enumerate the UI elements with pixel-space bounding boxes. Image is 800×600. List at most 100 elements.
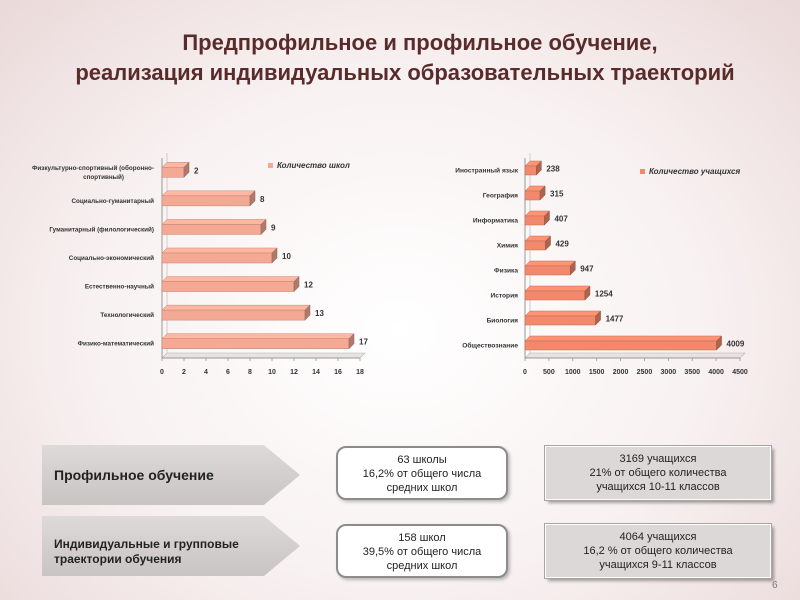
profile-schools-line-3: средних школ	[386, 482, 458, 494]
bar	[524, 190, 541, 201]
individual-trajectory-label-line-1: Индивидуальные и групповые	[54, 537, 239, 551]
x-tick-label: 1500	[589, 369, 605, 376]
bar-value-label: 1254	[595, 290, 613, 299]
bar-side-face	[183, 161, 190, 178]
profile-training-label: Профильное обучение	[54, 467, 214, 483]
category-label-part: Гуманитарный (филологический)	[49, 225, 154, 233]
bar	[161, 167, 185, 178]
x-tick-label: 4500	[732, 369, 748, 376]
category-label: Химия	[497, 243, 518, 250]
profile-students-box: 3169 учащихся 21% от общего количества у…	[544, 445, 772, 501]
x-tick-label: 0	[160, 369, 164, 376]
category-label: Физкультурно-спортивный (оборонно-спорти…	[32, 164, 154, 181]
bar-value-label: 315	[550, 190, 564, 199]
bar-value-label: 4009	[727, 340, 745, 349]
bar-side-face	[545, 235, 551, 251]
individual-students-line-3: учащихся 9-11 классов	[599, 559, 717, 571]
bar-side-face	[544, 210, 550, 226]
bar	[524, 290, 586, 301]
bar	[161, 281, 295, 292]
x-tick-label: 4	[204, 369, 208, 376]
bar-top-face	[161, 276, 300, 282]
x-tick-label: 2500	[637, 369, 653, 376]
x-tick-label: 0	[523, 369, 527, 376]
profile-students-line-3: учащихся 10-11 классов	[596, 481, 720, 493]
bar	[161, 224, 262, 235]
individual-trajectory-arrow	[42, 516, 300, 576]
category-label-part: Информатика	[473, 218, 518, 225]
legend-label: Количество учащихся	[649, 167, 741, 176]
bar-value-label: 10	[282, 252, 291, 261]
category-label: Гуманитарный (филологический)	[49, 225, 154, 233]
individual-students-box: 4064 учащихся 16,2 % от общего количеств…	[544, 523, 772, 579]
individual-schools-box: 158 школ 39,5% от общего числа средних ш…	[336, 524, 508, 578]
x-tick-label: 4000	[708, 369, 724, 376]
individual-schools-line-3: средних школ	[386, 560, 458, 572]
bar	[524, 240, 546, 251]
individual-schools-line-2: 39,5% от общего числа	[362, 546, 482, 558]
bar-side-face	[536, 160, 542, 176]
bar-side-face	[716, 335, 722, 351]
x-tick-label: 2000	[613, 369, 629, 376]
category-label-part: Технологический	[100, 311, 154, 319]
category-label: Обществознание	[462, 342, 518, 350]
schools-bar-chart: 0 2 4 6 8 10 12 14 16 18 2 Физкультурно-спортивный …	[32, 153, 368, 376]
x-tick-label: 16	[334, 369, 342, 376]
page-number: 6	[772, 580, 778, 591]
category-label: Иностранный язык	[455, 167, 518, 175]
x-tick-label: 3000	[661, 369, 677, 376]
bar	[524, 215, 545, 226]
individual-trajectory-label-line-2: траектории обучения	[54, 552, 182, 566]
profile-schools-line-1: 63 школы	[397, 454, 447, 466]
category-label: Технологический	[100, 311, 154, 319]
bar	[161, 309, 306, 321]
bar-value-label: 238	[546, 165, 560, 174]
category-label: География	[483, 193, 518, 200]
bar-value-label: 13	[315, 309, 324, 318]
category-label-part: Химия	[497, 243, 518, 250]
x-tick-label: 8	[248, 369, 252, 376]
bar-value-label: 2	[194, 166, 199, 175]
category-label: Социально-гуманитарный	[71, 197, 154, 205]
bar	[524, 340, 717, 351]
bar-side-face	[293, 275, 300, 293]
category-label-part: Социально-гуманитарный	[71, 197, 154, 205]
chart-floor	[161, 352, 366, 359]
bar-side-face	[595, 310, 601, 326]
category-label-part: Социально-экономический	[69, 254, 154, 262]
profile-students-line-2: 21% от общего количества	[589, 467, 727, 479]
individual-schools-line-1: 158 школ	[398, 532, 446, 544]
chart-floor	[524, 352, 746, 359]
bar-value-label: 947	[580, 265, 594, 274]
bar	[161, 338, 350, 349]
bar-side-face	[539, 185, 546, 201]
category-label: История	[490, 293, 518, 300]
category-label: Физика	[494, 268, 518, 275]
students-bar-chart: 0 500 1000 1500 2000 2500 3000 3500 4000 4500 238 И…	[455, 153, 748, 376]
category-label-part: Биология	[487, 318, 519, 325]
bar	[161, 252, 273, 264]
category-label-part: География	[483, 193, 518, 200]
bar	[524, 165, 537, 176]
category-label-part: Обществознание	[462, 342, 518, 350]
x-tick-label: 500	[543, 369, 555, 376]
x-tick-label: 6	[226, 369, 230, 376]
category-label-part: Физика	[494, 268, 518, 275]
bar-side-face	[249, 190, 256, 207]
category-label-part: спортивный)	[83, 173, 124, 181]
category-label-part: Естественно-научный	[85, 283, 154, 291]
bar-top-face	[524, 285, 591, 292]
profile-schools-box: 63 школы 16,2% от общего числа средних ш…	[336, 446, 508, 500]
x-tick-label: 1000	[565, 369, 581, 376]
category-label: Социально-экономический	[69, 254, 154, 262]
slide-title: Предпрофильное и профильное обучение, ре…	[0, 28, 800, 88]
bar-value-label: 9	[271, 223, 276, 232]
bar-side-face	[348, 333, 355, 350]
bar-value-label: 1477	[606, 315, 624, 324]
bar-value-label: 17	[359, 338, 368, 347]
bar-top-face	[161, 247, 278, 254]
category-label-part: История	[490, 293, 518, 300]
bar	[524, 265, 571, 276]
bar	[161, 195, 251, 207]
bar-side-face	[584, 285, 591, 301]
